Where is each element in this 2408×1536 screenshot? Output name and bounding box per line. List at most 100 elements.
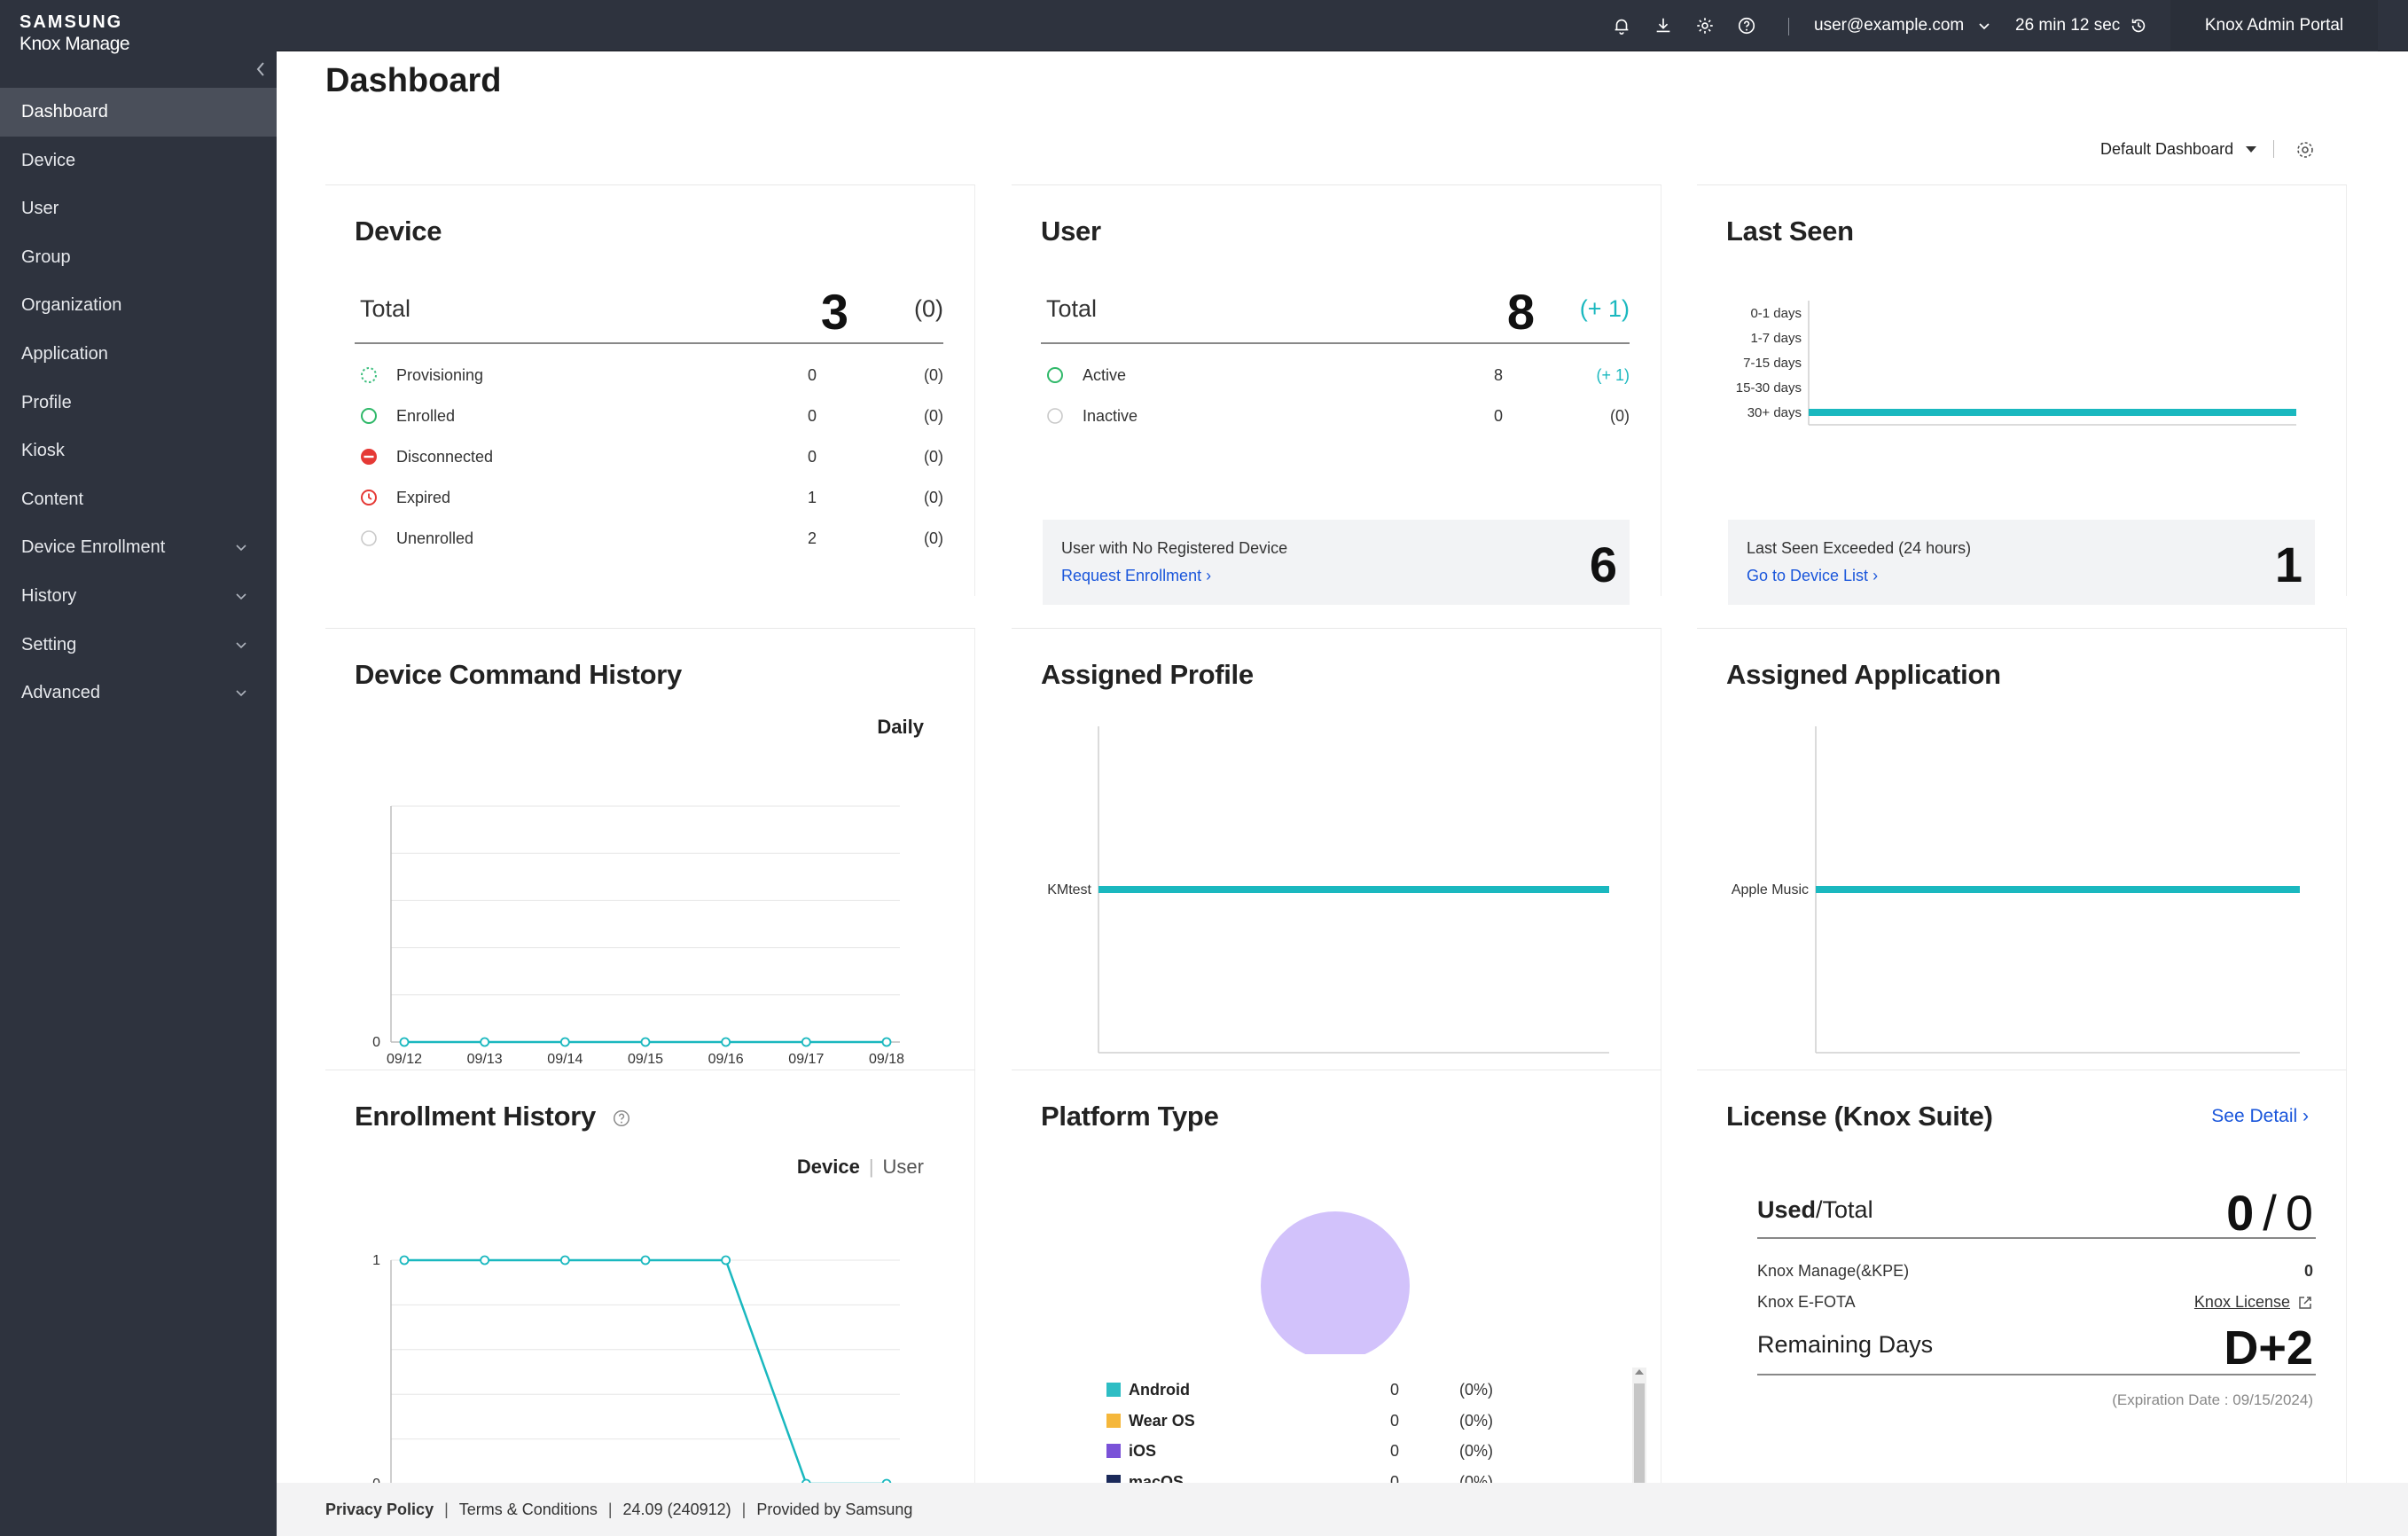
- chevron-left-icon: [256, 62, 264, 76]
- platform-scrollbar[interactable]: [1632, 1368, 1646, 1520]
- chevron-down-icon: [236, 690, 246, 697]
- sidebar-item-profile[interactable]: Profile: [0, 379, 277, 427]
- sidebar-item-application[interactable]: Application: [0, 330, 277, 379]
- assigned-application-chart: Apple Music: [1732, 726, 2300, 1054]
- pie-empty-placeholder: [1261, 1211, 1410, 1354]
- x-tick-label: 09/16: [708, 1052, 744, 1067]
- scroll-up-arrow-icon[interactable]: [1635, 1369, 1644, 1375]
- sidebar-item-label: Content: [21, 489, 84, 509]
- sidebar-item-history[interactable]: History: [0, 572, 277, 621]
- help-button[interactable]: [1737, 0, 1756, 51]
- toggle-user[interactable]: User: [882, 1156, 924, 1178]
- data-point: [480, 1037, 490, 1047]
- x-tick-label: 09/17: [788, 1052, 824, 1067]
- divider: [355, 342, 943, 344]
- user-status-row: Inactive 0 (0): [1045, 406, 1630, 427]
- toggle-device[interactable]: Device: [796, 1156, 860, 1178]
- data-point: [559, 1255, 570, 1266]
- last-seen-chart: 0-1 days 1-7 days 7-15 days 15-30 days 30+ d…: [1736, 301, 2296, 426]
- total-label: Total: [360, 295, 411, 322]
- card-title: Assigned Profile: [1041, 659, 1254, 690]
- sidebar-item-label: Profile: [21, 392, 72, 412]
- user-menu[interactable]: user@example.com: [1814, 0, 1992, 51]
- user-total-value: 8: [1506, 284, 1535, 340]
- see-detail-text: See Detail: [2211, 1106, 2298, 1126]
- go-to-device-list-text: Go to Device List: [1747, 567, 1869, 584]
- privacy-policy-link[interactable]: Privacy Policy: [325, 1500, 434, 1518]
- divider: [1041, 342, 1630, 344]
- sidebar-item-device[interactable]: Device: [0, 137, 277, 185]
- status-label: Provisioning: [396, 366, 484, 384]
- platform-row-ios: iOS 0 (0%): [1012, 1440, 1661, 1462]
- sidebar-item-dashboard[interactable]: Dashboard: [0, 88, 277, 137]
- period-daily-toggle[interactable]: Daily: [877, 716, 924, 738]
- scrollbar-thumb[interactable]: [1634, 1383, 1645, 1488]
- sidebar-item-content[interactable]: Content: [0, 475, 277, 524]
- bar-category-label: 15-30 days: [1736, 380, 1802, 396]
- legend-swatch: [1106, 1383, 1121, 1397]
- status-value: 1: [807, 489, 817, 506]
- data-point: [640, 1037, 651, 1047]
- x-tick-label: 09/12: [387, 1052, 422, 1067]
- sidebar-item-user[interactable]: User: [0, 184, 277, 233]
- total-label: /Total: [1816, 1196, 1873, 1223]
- footer-separator: |: [607, 1500, 613, 1518]
- help-icon[interactable]: [612, 1109, 631, 1128]
- platform-value: 0: [1389, 1472, 1399, 1488]
- sidebar-item-advanced[interactable]: Advanced: [0, 669, 277, 717]
- footer-separator: |: [741, 1500, 747, 1518]
- provisioning-status-icon: [361, 367, 377, 383]
- knox-license-link[interactable]: Knox License: [1697, 1293, 2313, 1312]
- status-label: Unenrolled: [396, 529, 474, 547]
- status-delta: (0): [924, 407, 943, 425]
- status-label: Disconnected: [396, 448, 494, 466]
- sidebar-item-organization[interactable]: Organization: [0, 281, 277, 330]
- sidebar-item-kiosk[interactable]: Kiosk: [0, 427, 277, 475]
- enrolled-status-icon: [361, 408, 377, 424]
- card-title: Enrollment History: [355, 1101, 631, 1132]
- request-enrollment-link[interactable]: Request Enrollment ›: [1061, 567, 1212, 584]
- terms-link[interactable]: Terms & Conditions: [458, 1500, 598, 1518]
- status-delta: (0): [924, 366, 943, 384]
- bar-category-label: 30+ days: [1747, 405, 1802, 420]
- total-label: Total: [1046, 295, 1098, 322]
- sidebar-item-group[interactable]: Group: [0, 233, 277, 282]
- y-tick-label: 0: [372, 1477, 380, 1487]
- bell-button[interactable]: [1612, 0, 1631, 51]
- no-device-count: 6: [1589, 537, 1617, 592]
- dashboard-settings-icon[interactable]: [2295, 139, 2316, 161]
- bar-category-label: 1-7 days: [1750, 331, 1802, 346]
- device-status-row: Enrolled 0 (0): [359, 406, 944, 427]
- sidebar-collapse-button[interactable]: [252, 59, 270, 80]
- session-timer: 26 min 12 sec: [2015, 16, 2121, 35]
- settings-button[interactable]: [1695, 0, 1715, 51]
- bar: [1816, 886, 2300, 893]
- status-value: 2: [807, 529, 817, 547]
- go-to-device-list-link[interactable]: Go to Device List ›: [1747, 567, 1879, 584]
- platform-row-android: Android 0 (0%): [1012, 1379, 1661, 1400]
- platform-label: iOS: [1129, 1442, 1157, 1460]
- no-device-label: User with No Registered Device: [1061, 539, 1288, 557]
- portal-switch[interactable]: Knox Admin Portal: [2170, 0, 2378, 51]
- y-tick-label: 0: [372, 1035, 380, 1050]
- device-status-row: Expired 1 (0): [359, 488, 944, 509]
- assigned-profile-card: Assigned Profile KMtest: [1012, 628, 1661, 1093]
- sidebar-item-setting[interactable]: Setting: [0, 621, 277, 670]
- platform-row-wear-os: Wear OS 0 (0%): [1012, 1410, 1661, 1431]
- refresh-session-icon[interactable]: [2129, 16, 2148, 35]
- platform-pie-chart: [1261, 1211, 1410, 1354]
- footer-separator: |: [444, 1500, 449, 1518]
- see-detail-link[interactable]: See Detail ›: [2211, 1106, 2309, 1126]
- download-icon: [1656, 18, 1670, 33]
- used-total-label: Used/Total: [1757, 1196, 1873, 1224]
- sidebar-item-label: Application: [21, 343, 108, 364]
- status-delta: (+ 1): [1596, 366, 1630, 384]
- sidebar-item-device-enrollment[interactable]: Device Enrollment: [0, 523, 277, 572]
- chevron-down-icon: [236, 593, 246, 600]
- card-title: License (Knox Suite): [1726, 1101, 1993, 1132]
- device-status-row: Disconnected 0 (0): [359, 447, 944, 468]
- dashboard-select[interactable]: Default Dashboard: [2100, 140, 2257, 159]
- remaining-days-value: D+2: [2224, 1321, 2313, 1375]
- download-button[interactable]: [1654, 0, 1673, 51]
- platform-type-card: Platform Type Android 0 (0%) Wear OS 0 (0%) iO…: [1012, 1070, 1661, 1520]
